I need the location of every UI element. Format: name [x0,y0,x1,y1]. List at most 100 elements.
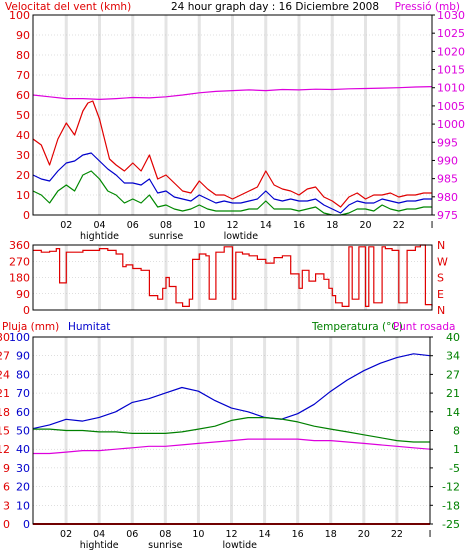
x-annotation: hightide [80,231,119,242]
tick-label-temp: 8 [453,425,460,438]
pressure-axis-title: Pressió (mb) [395,1,460,13]
rain-axis-title: Pluja (mm) [2,321,59,333]
x-annotation: lowtide [224,231,259,242]
tick-label-temp: -25 [442,518,460,531]
x-tick-label: 12 [226,220,238,231]
tick-label-temp: 40 [446,331,460,344]
plot-frame [32,14,433,216]
tick-label-wind: 40 [16,129,30,142]
x-tick-label: I [429,529,432,540]
series-line-wind_avg [32,152,432,214]
tick-label-direction: 360 [9,239,30,252]
tick-label-rain: 27 [0,350,10,363]
tick-label-direction: 180 [9,272,30,285]
tick-label-humidity: 30 [16,462,30,475]
tick-label-humidity: 70 [16,387,30,400]
tick-label-pressure: 1010 [437,82,465,95]
x-tick-label: 02 [60,220,72,231]
tick-label-wind: 20 [16,169,30,182]
x-tick-label: 02 [60,529,72,540]
x-tick-label: 12 [225,529,237,540]
tick-label-wind: 30 [16,149,30,162]
dewpoint-axis-title: Punt rosada [393,321,455,333]
tick-label-humidity: 20 [16,481,30,494]
tick-label-rain: 30 [0,331,10,344]
x-tick-label: 10 [193,220,205,231]
plot-frame [32,336,431,525]
x-tick-label: 22 [393,220,405,231]
series-line-humidity [32,353,431,430]
tick-label-humidity: 90 [16,350,30,363]
tick-label-rain: 12 [0,443,10,456]
humidity-axis-title: Humitat [68,321,110,333]
x-tick-label: 06 [127,220,139,231]
x-tick-label: 20 [358,529,370,540]
x-annotation: hightide [80,540,119,551]
tick-label-rain: 0 [3,518,10,531]
x-tick-label: 06 [126,529,138,540]
x-tick-label: 04 [93,529,105,540]
x-tick-label: 08 [159,529,171,540]
tick-label-rain: 18 [0,406,10,419]
tick-label-wind: 80 [16,49,30,62]
compass-label: N [437,304,445,317]
x-annotation: sunrise [148,540,182,551]
x-tick-label: 08 [160,220,172,231]
series-line-dewpoint [33,438,431,455]
wind-pressure-panel: 0102030405060708090100975980985990995100… [9,9,465,242]
tick-label-rain: 15 [0,425,10,438]
x-annotation: lowtide [223,540,258,551]
tick-label-temp: 21 [446,387,460,400]
x-tick-label: 14 [260,220,272,231]
x-tick-label: 16 [292,529,304,540]
x-tick-label: 22 [391,529,403,540]
x-tick-label: 14 [259,529,271,540]
tick-label-temp: -18 [442,499,460,512]
tick-label-rain: 21 [0,387,10,400]
x-tick-label: 18 [325,529,337,540]
tick-label-pressure: 990 [437,154,458,167]
tick-label-wind: 90 [16,29,30,42]
compass-label: W [437,255,448,268]
tick-label-temp: 14 [446,406,460,419]
tick-label-direction: 90 [16,288,30,301]
tick-label-pressure: 1005 [437,100,465,113]
x-tick-label: 04 [93,220,105,231]
tick-label-pressure: 1020 [437,45,465,58]
tick-label-wind: 10 [16,189,30,202]
tick-label-pressure: 975 [437,209,458,222]
x-tick-label: 18 [326,220,338,231]
series-line-wind_direction [33,244,433,307]
tick-label-humidity: 50 [16,425,30,438]
x-annotation: sunrise [149,231,183,242]
tick-label-pressure: 1025 [437,27,465,40]
tick-label-wind: 60 [16,89,30,102]
tick-label-humidity: 80 [16,368,30,381]
tick-label-rain: 24 [0,368,10,381]
tick-label-pressure: 980 [437,191,458,204]
tick-label-wind: 100 [9,9,30,22]
tick-label-rain: 9 [3,462,10,475]
series-line-temperature [33,417,430,443]
chart-title: 24 hour graph day : 16 Diciembre 2008 [171,1,379,13]
x-tick-label: 10 [192,529,204,540]
tick-label-pressure: 995 [437,136,458,149]
tick-label-rain: 6 [3,481,10,494]
series-line-wind_max [32,100,432,208]
tick-label-direction: 270 [9,255,30,268]
tick-label-pressure: 1030 [437,9,465,22]
compass-label: N [437,239,445,252]
tick-label-temp: -12 [442,481,460,494]
tick-label-wind: 70 [16,69,30,82]
x-tick-label: 20 [359,220,371,231]
tick-label-humidity: 40 [16,443,30,456]
tick-label-rain: 3 [3,499,10,512]
series-line-pressure [32,86,433,101]
x-tick-label: 16 [293,220,305,231]
compass-label: E [437,288,444,301]
tick-label-wind: 0 [23,209,30,222]
wind-axis-title: Velocitat del vent (kmh) [5,1,131,13]
